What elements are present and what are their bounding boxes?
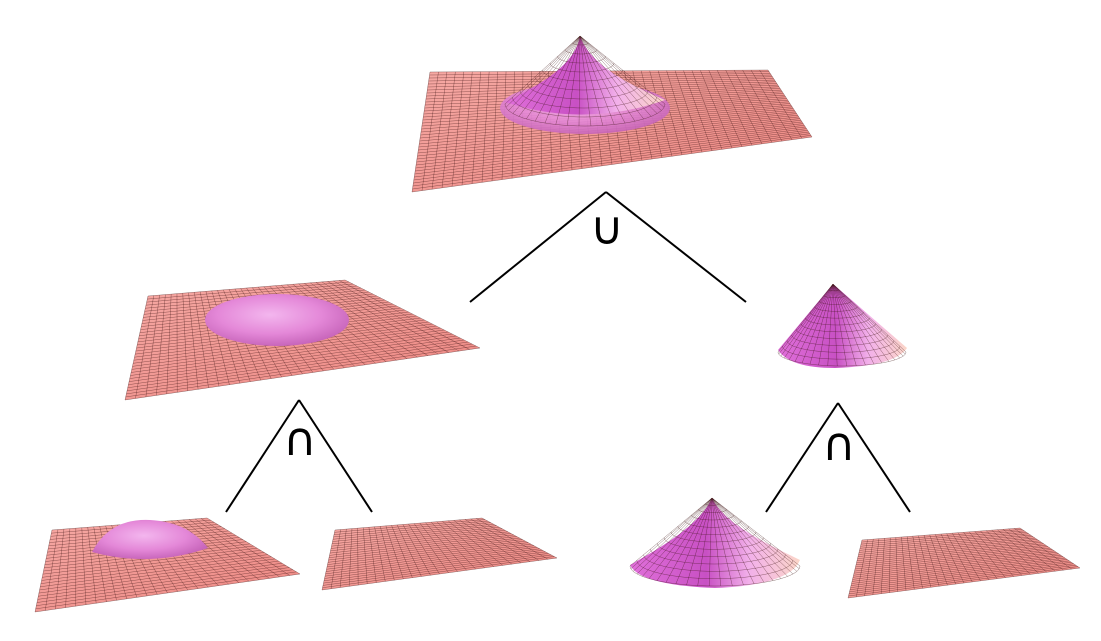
cone-grid [504,35,666,127]
plane [848,528,1080,598]
plane [322,518,557,590]
intersection-symbol-left: ∩ [283,412,317,466]
plateau-bump [205,294,349,346]
edge-left-b [298,399,373,513]
surface-left-intermediate [124,279,481,401]
intersection-symbol-right: ∩ [822,417,856,471]
edge-right-a [765,402,839,513]
plane-grid [847,527,1081,599]
surface-right-leaf-a [629,497,801,588]
surface-left-leaf-b [321,517,558,591]
surface-union-result [411,35,813,193]
edge-right-b [837,402,911,513]
cone-grid [777,283,907,367]
plane-grid [321,517,558,591]
bump [92,519,208,560]
edge-root-right [605,191,747,303]
cone [630,498,800,588]
edge-left-a [225,399,300,513]
union-symbol: ∪ [590,201,624,255]
surface-right-leaf-b [847,527,1081,599]
cone-grid [629,497,801,587]
surface-left-leaf-a [34,517,301,613]
cone [778,284,907,368]
surface-right-intermediate [777,283,907,368]
edge-root-left [469,191,607,303]
